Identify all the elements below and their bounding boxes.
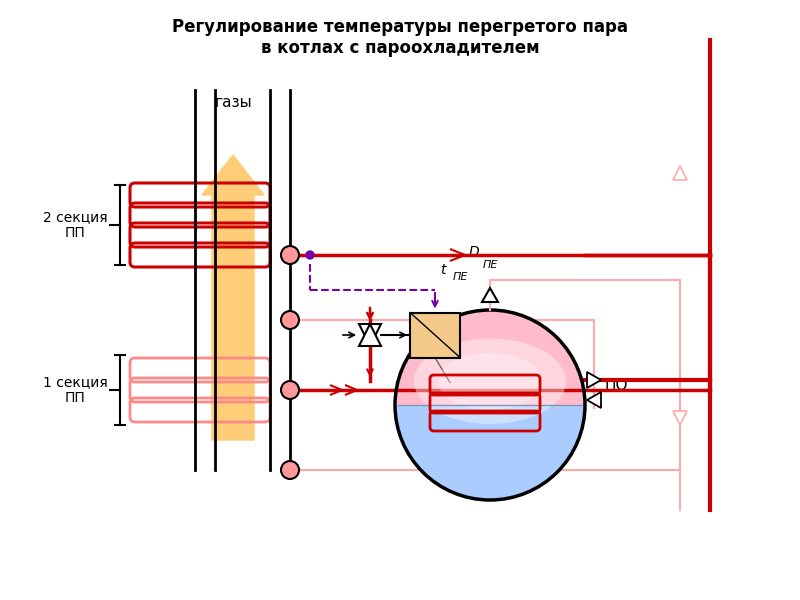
- Polygon shape: [587, 372, 601, 388]
- Ellipse shape: [438, 353, 542, 410]
- Wedge shape: [395, 310, 585, 405]
- FancyArrow shape: [202, 155, 264, 440]
- Text: $D$: $D$: [468, 245, 480, 259]
- Polygon shape: [673, 166, 687, 180]
- Circle shape: [281, 461, 299, 479]
- Polygon shape: [359, 324, 381, 346]
- Text: 2 секция
ПП: 2 секция ПП: [42, 210, 107, 240]
- Text: $t$: $t$: [440, 263, 448, 277]
- Polygon shape: [359, 324, 381, 346]
- FancyBboxPatch shape: [410, 313, 460, 358]
- Wedge shape: [395, 405, 585, 500]
- Circle shape: [281, 246, 299, 264]
- Polygon shape: [673, 411, 687, 425]
- Ellipse shape: [414, 338, 566, 424]
- Circle shape: [281, 311, 299, 329]
- Text: $t$: $t$: [512, 325, 520, 339]
- Text: РТП: РТП: [453, 385, 483, 401]
- Circle shape: [281, 381, 299, 399]
- Text: Регулирование температуры перегретого пара
в котлах с пароохладителем: Регулирование температуры перегретого па…: [172, 18, 628, 57]
- Text: ПО: ПО: [605, 377, 629, 392]
- Circle shape: [306, 251, 314, 259]
- Polygon shape: [482, 288, 498, 302]
- Polygon shape: [587, 392, 601, 408]
- Text: газы: газы: [214, 95, 252, 110]
- Text: ЗАД: ЗАД: [524, 335, 547, 345]
- Text: ПЕ: ПЕ: [483, 260, 498, 270]
- Text: 1 секция
ПП: 1 секция ПП: [42, 375, 107, 405]
- Text: ПЕ: ПЕ: [453, 272, 468, 282]
